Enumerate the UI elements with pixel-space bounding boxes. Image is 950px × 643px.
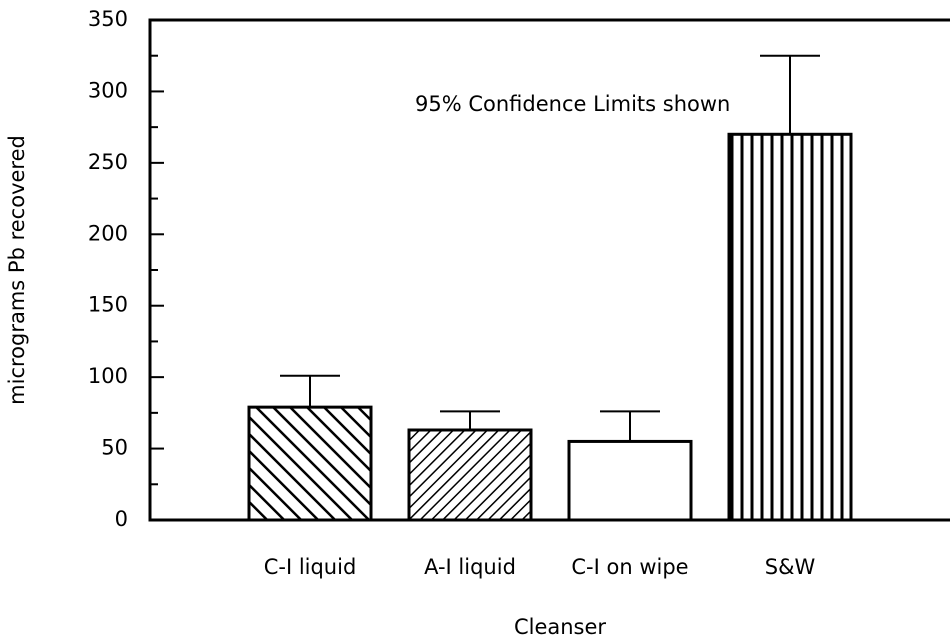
y-axis-label: micrograms Pb recovered: [5, 135, 29, 405]
x-tick-label: A-I liquid: [424, 555, 516, 579]
axis-frame: [148, 18, 950, 522]
x-tick-label: C-I on wipe: [571, 555, 688, 579]
y-tick-label: 300: [88, 78, 128, 102]
x-axis-label: Cleanser: [514, 615, 606, 639]
x-tick-label: S&W: [765, 555, 816, 579]
y-tick-label: 200: [88, 221, 128, 245]
y-tick-label: 350: [88, 7, 128, 31]
y-tick-label: 0: [115, 507, 128, 531]
y-tick-label: 250: [88, 150, 128, 174]
bar: [407, 428, 533, 522]
bar: [727, 132, 853, 522]
bar: [247, 405, 373, 522]
y-tick-label: 150: [88, 293, 128, 317]
y-tick-label: 50: [101, 436, 128, 460]
y-tick-label: 100: [88, 364, 128, 388]
x-tick-label: C-I liquid: [264, 555, 357, 579]
annotation: 95% Confidence Limits shown: [415, 92, 730, 116]
bar: [567, 439, 693, 522]
